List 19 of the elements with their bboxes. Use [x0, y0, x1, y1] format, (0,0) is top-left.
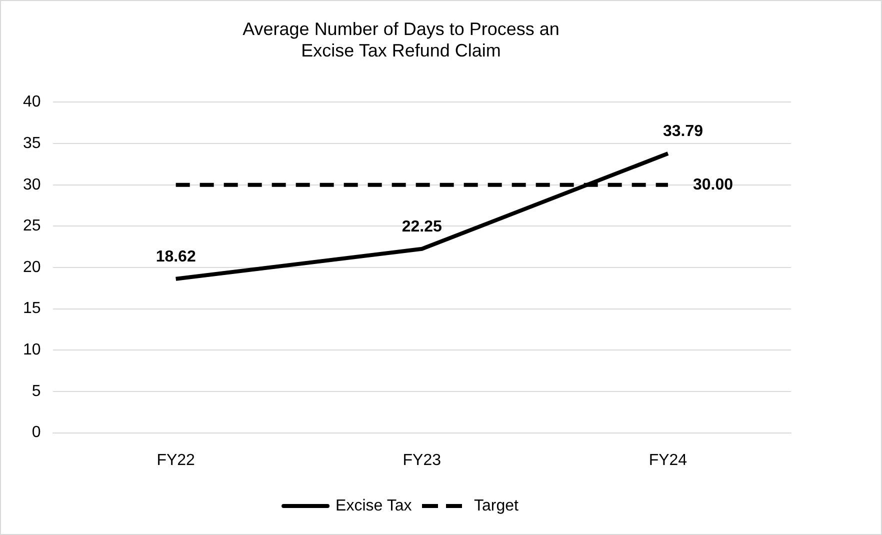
y-tick-label: 35 [23, 134, 41, 152]
y-tick-label: 15 [23, 300, 41, 318]
data-label: 30.00 [692, 176, 734, 194]
y-tick-label: 5 [32, 382, 41, 400]
legend-label: Target [474, 497, 520, 514]
y-tick-label: 20 [23, 258, 41, 276]
data-label: 22.25 [402, 218, 442, 236]
legend-label: Excise Tax [336, 497, 412, 514]
x-tick-label: FY23 [402, 452, 442, 469]
chart-title: Average Number of Days to Process an Excise Tax Refund Claim [242, 18, 560, 60]
data-label: 33.79 [662, 122, 704, 140]
y-tick-label: 25 [23, 218, 41, 235]
y-tick-label: 10 [23, 342, 41, 359]
y-tick-label: 0 [32, 424, 41, 442]
y-tick-label: 30 [23, 176, 41, 194]
x-tick-label: FY22 [156, 452, 196, 469]
x-tick-label: FY24 [648, 452, 688, 469]
data-label: 18.62 [156, 248, 196, 266]
y-tick-label: 40 [23, 94, 41, 111]
